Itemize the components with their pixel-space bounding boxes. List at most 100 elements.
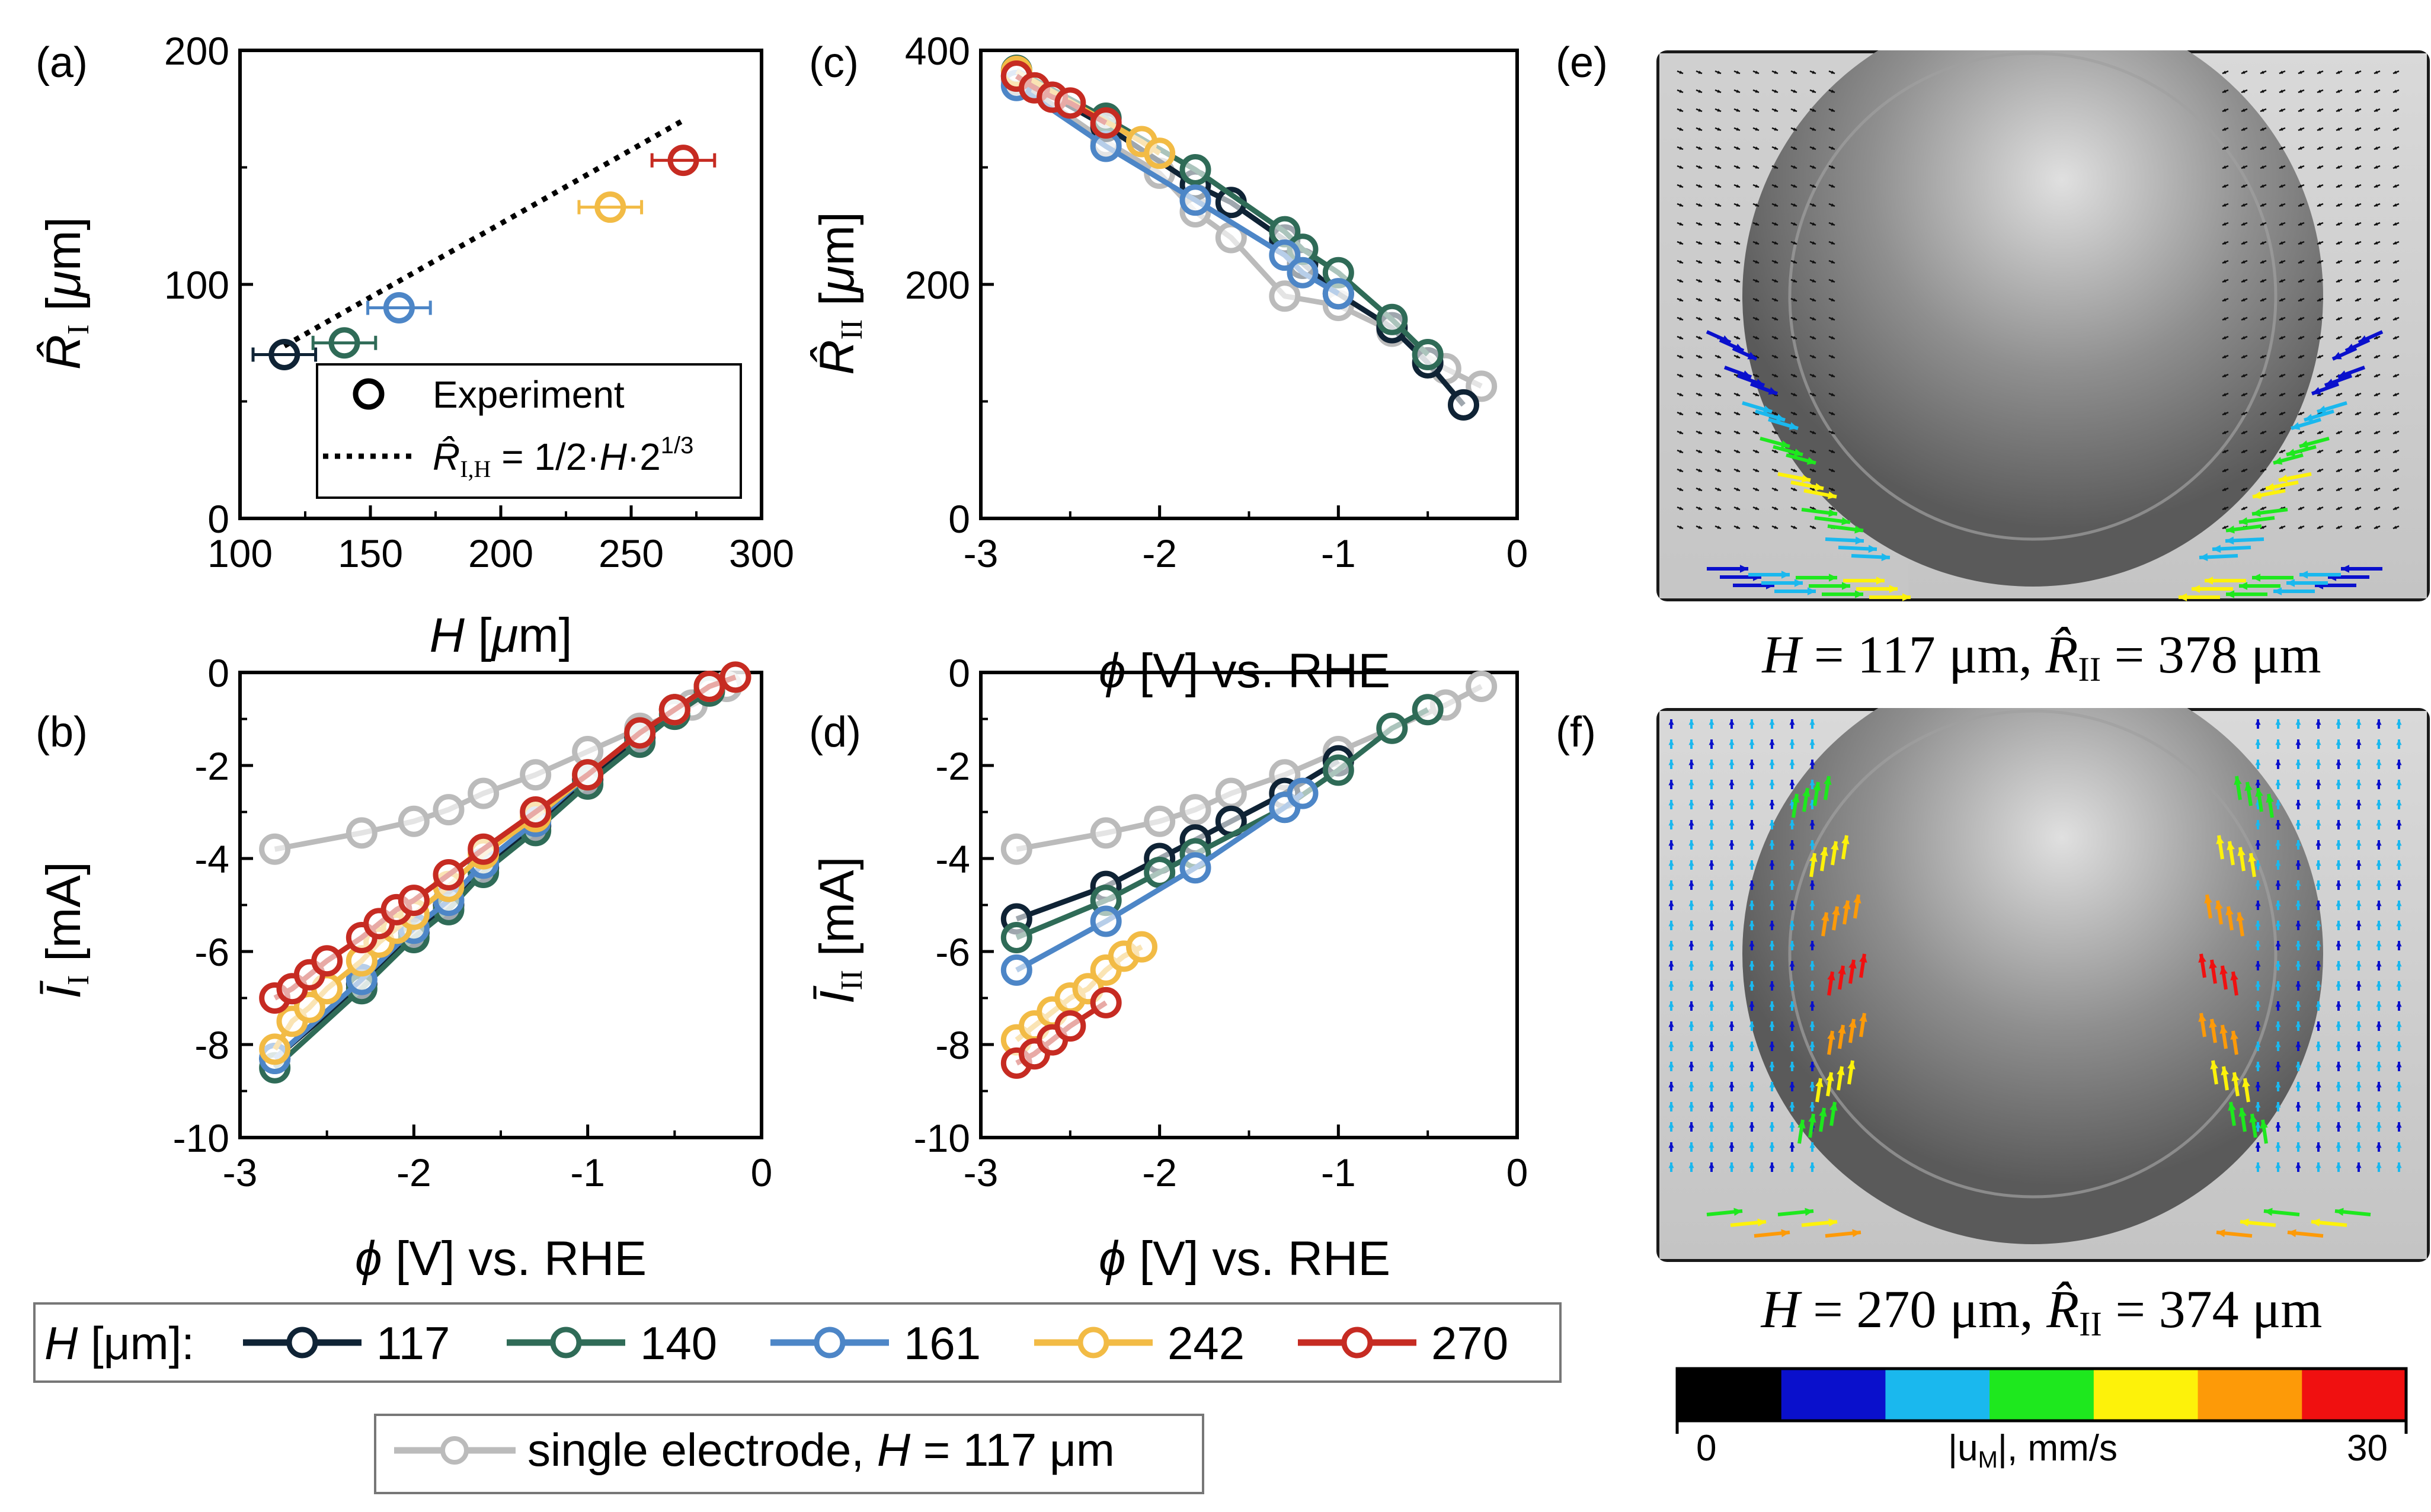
arrow-f-field-head: [1688, 981, 1694, 987]
arrow-e-small-head: [2298, 488, 2302, 491]
arrow-f-field-head: [1749, 1001, 1755, 1007]
chart-c-frame: [979, 49, 1519, 520]
arrow-f-field-head: [1809, 820, 1815, 826]
arrow-e-small-head: [1755, 146, 1759, 150]
arrow-f-flow-head: [1824, 776, 1832, 785]
arrow-e-small-head: [1774, 526, 1778, 529]
arrow-f-field-head: [1769, 1122, 1775, 1128]
arrow-e-small-head: [1698, 526, 1702, 529]
arrow-e-small-head: [2336, 260, 2340, 264]
arrow-e-small-head: [2374, 526, 2378, 529]
chart-b-ylabel: ĪI [mA]: [37, 861, 95, 998]
arrow-f-field-head: [2336, 981, 2342, 987]
arrow-f-field-head: [2396, 1122, 2402, 1128]
arrow-e-small-head: [1736, 412, 1740, 415]
arrow-e-small-head: [1831, 336, 1835, 339]
arrow-f-field-head: [1668, 739, 1674, 745]
arrow-e-small-head: [1736, 203, 1740, 207]
arrow-e-small-head: [1698, 279, 1702, 283]
arrow-f-bottom-head: [1733, 1207, 1742, 1216]
arrow-f-flow-head: [1859, 1013, 1867, 1022]
arrow-f-field-head: [1709, 961, 1715, 967]
arrow-f-field-head: [1789, 880, 1795, 886]
arrow-f-field-head: [1809, 880, 1815, 886]
arrow-f-flow-head: [2244, 782, 2253, 791]
arrow-e-small-head: [1793, 184, 1797, 188]
arrow-e-small-head: [2355, 355, 2359, 358]
chart-b: -3 -2 -1 00-2-4-6-8-10: [173, 651, 773, 1194]
arrow-f-field-head: [1688, 941, 1694, 947]
arrow-e-small-head: [1698, 146, 1702, 150]
arrow-e-small-head: [2241, 469, 2246, 472]
arrow-f-field-head: [2275, 921, 2281, 927]
arrow-e-small-head: [2336, 298, 2340, 302]
arrow-f-field-head: [2255, 860, 2261, 866]
arrow-f-field-head: [2315, 1062, 2321, 1068]
arrow-f-field-head: [2295, 901, 2301, 906]
arrow-e-small-head: [2355, 526, 2359, 529]
arrow-e-small-head: [2260, 355, 2264, 358]
chart-c-xlabel: ϕ [V] vs. RHE: [1099, 644, 1390, 698]
arrow-e-flow-head: [1828, 574, 1837, 582]
arrow-f-field-head: [2376, 1082, 2382, 1088]
arrow-f-field-head: [1769, 1021, 1775, 1027]
arrow-e-small-head: [1698, 450, 1702, 453]
arrow-f-field-head: [1709, 760, 1715, 765]
arrow-e-small-head: [2374, 203, 2378, 207]
arrow-e-small-head: [2317, 146, 2321, 150]
arrow-e-small-head: [2279, 336, 2283, 339]
arrow-f-field-head: [2356, 719, 2362, 725]
arrow-e-small-head: [1774, 279, 1778, 283]
arrow-e-small-head: [2279, 469, 2283, 472]
arrow-e-small-head: [2222, 298, 2227, 302]
arrow-e-flow-head: [1755, 379, 1764, 387]
arrow-e-small-head: [1736, 184, 1740, 188]
arrow-f-field-head: [2376, 739, 2382, 745]
arrow-e-small-head: [1755, 71, 1759, 74]
arrow-e-small-head: [1831, 507, 1835, 510]
arrow-e-small-head: [1793, 336, 1797, 339]
arrow-f-field-head: [1749, 739, 1755, 745]
arrow-e-small-head: [1831, 279, 1835, 283]
arrow-e-small-head: [2355, 241, 2359, 245]
arrow-f-field-head: [1729, 800, 1735, 806]
chart-d-xlabel: ϕ [V] vs. RHE: [1099, 1232, 1390, 1286]
arrow-e-small-head: [1755, 184, 1759, 188]
arrow-f-field-head: [2295, 820, 2301, 826]
arrow-e-small-head: [2222, 203, 2227, 207]
panel-label-a: (a): [36, 39, 88, 87]
arrow-f-flow-head: [2219, 1025, 2228, 1034]
arrow-e-flow-head: [2212, 544, 2221, 553]
single-legend-marker: [440, 1436, 469, 1465]
arrow-f-flow-head: [1838, 966, 1846, 975]
arrow-e-small-head: [1717, 241, 1721, 245]
chart-c-point-single: [1466, 370, 1498, 402]
chart-b-xtick-label: -1: [570, 1151, 605, 1194]
arrow-f-field-head: [1668, 961, 1674, 967]
arrow-f-field-head: [2376, 719, 2382, 725]
arrow-f-field-head: [1688, 921, 1694, 927]
chart-d-point-161: [1179, 852, 1211, 884]
arrow-e-small-head: [2241, 279, 2246, 283]
arrow-e-small-head: [2393, 184, 2397, 188]
arrow-e-small-head: [1736, 431, 1740, 434]
arrow-f-field-head: [1688, 760, 1694, 765]
panel-label-b: (b): [36, 709, 88, 756]
arrow-f-field-head: [2356, 1162, 2362, 1168]
arrow-e-small-head: [2336, 412, 2340, 415]
arrow-f-field-head: [2255, 1162, 2261, 1168]
arrow-f-field-head: [2315, 1021, 2321, 1027]
arrow-f-field-head: [2255, 1042, 2261, 1047]
arrow-e-small-head: [1698, 355, 1702, 358]
arrow-f-field-head: [1729, 1142, 1735, 1148]
arrow-e-small-head: [1812, 431, 1816, 434]
arrow-f-field-head: [2396, 1042, 2402, 1047]
arrow-e-flow-head: [1794, 579, 1803, 587]
arrow-e-flow-head: [2325, 379, 2334, 387]
arrow-e-small-head: [2317, 108, 2321, 112]
arrow-f-field-head: [1668, 1062, 1674, 1068]
arrow-f-field-head: [1789, 1162, 1795, 1168]
chart-a-ytick-label: 200: [164, 29, 229, 73]
arrow-f-field-head: [2356, 1102, 2362, 1108]
arrow-e-small-head: [2298, 374, 2302, 377]
